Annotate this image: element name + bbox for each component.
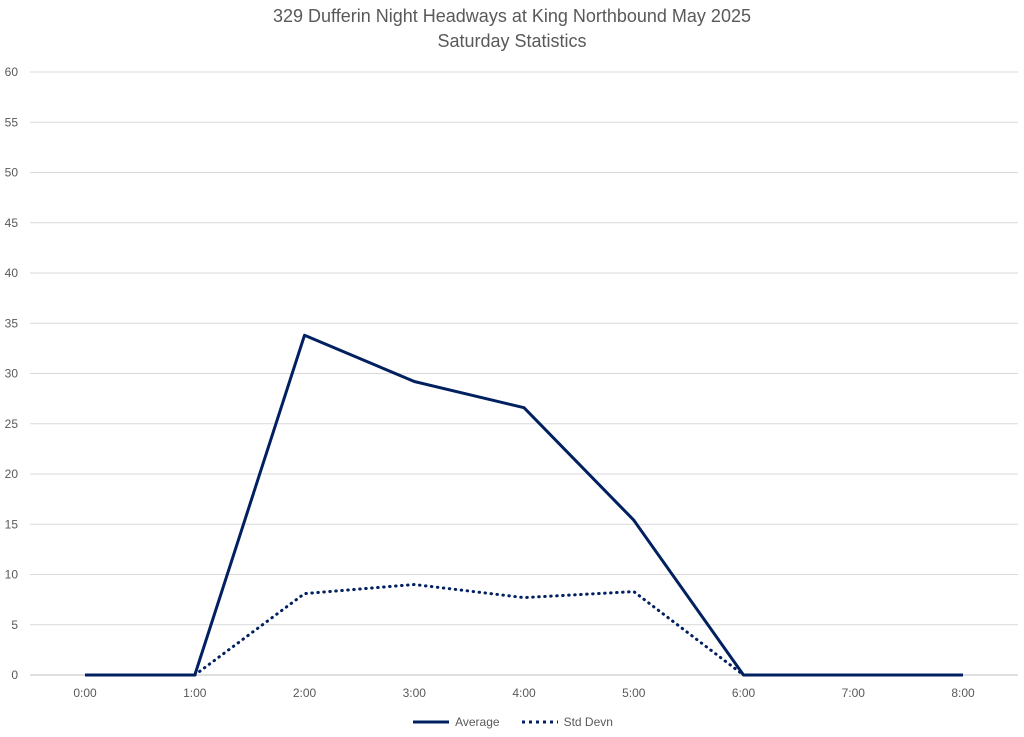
x-tick-label: 3:00 (403, 686, 427, 700)
series-line-average (85, 333, 963, 677)
y-tick-label: 5 (11, 618, 18, 632)
y-tick-label: 30 (5, 367, 19, 381)
legend-swatch-std-devn (521, 720, 558, 724)
legend-label-std-devn: Std Devn (563, 715, 613, 729)
x-tick-label: 1:00 (183, 686, 207, 700)
y-tick-label: 0 (11, 668, 18, 682)
x-tick-label: 8:00 (951, 686, 975, 700)
chart-legend: Average Std Devn (0, 715, 1024, 729)
legend-label-average: Average (455, 715, 500, 729)
legend-item-average: Average (411, 715, 500, 729)
y-tick-label: 15 (5, 517, 19, 531)
y-tick-label: 20 (5, 467, 19, 481)
y-tick-label: 50 (5, 166, 19, 180)
series-line-std-devn (193, 583, 745, 677)
y-tick-label: 40 (5, 266, 19, 280)
y-tick-label: 10 (5, 568, 19, 582)
legend-item-std-devn: Std Devn (520, 715, 613, 729)
y-tick-label: 55 (5, 115, 19, 129)
y-tick-label: 35 (5, 316, 19, 330)
y-tick-label: 25 (5, 417, 19, 431)
y-tick-label: 60 (5, 65, 19, 79)
chart-subtitle: Saturday Statistics (437, 31, 587, 51)
x-tick-label: 0:00 (73, 686, 97, 700)
x-tick-label: 5:00 (622, 686, 646, 700)
x-tick-label: 2:00 (293, 686, 317, 700)
y-tick-label: 45 (5, 216, 19, 230)
x-tick-label: 7:00 (842, 686, 866, 700)
x-tick-label: 4:00 (512, 686, 536, 700)
x-tick-label: 6:00 (732, 686, 756, 700)
chart-title: 329 Dufferin Night Headways at King Nort… (273, 6, 751, 26)
legend-swatch-average (413, 720, 450, 724)
